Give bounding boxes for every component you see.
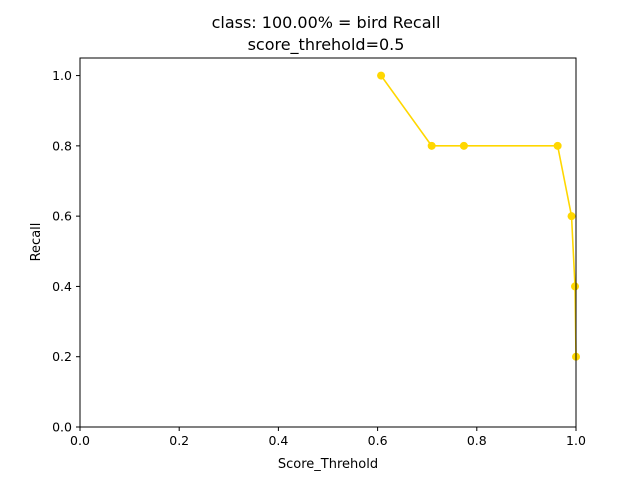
- x-tick-label: 0.4: [268, 433, 288, 448]
- y-tick-label: 0.0: [52, 420, 72, 435]
- x-tick-label: 1.0: [566, 433, 586, 448]
- x-tick-label: 0.2: [169, 433, 189, 448]
- y-tick-label: 0.2: [52, 349, 72, 364]
- x-tick-label: 0.0: [70, 433, 90, 448]
- y-axis-label: Recall: [29, 223, 44, 262]
- data-point: [571, 282, 580, 291]
- plot-frame: [79, 57, 577, 428]
- data-point: [377, 71, 386, 80]
- data-point: [459, 141, 468, 150]
- data-point: [567, 212, 576, 221]
- plot-area: 0.0 0.2 0.4 0.6 0.8 1.0 0.0 0.2 0.4 0.6 0.8 1.0: [52, 57, 586, 448]
- chart-subtitle: score_threhold=0.5: [248, 35, 405, 55]
- y-tick-label: 0.6: [52, 209, 72, 224]
- x-tick-label: 0.6: [368, 433, 388, 448]
- y-tick-label: 1.0: [52, 68, 72, 83]
- data-point: [553, 141, 562, 150]
- x-axis-label: Score_Threhold: [278, 457, 378, 472]
- data-point: [427, 141, 436, 150]
- y-tick-label: 0.8: [52, 138, 72, 153]
- chart-title: class: 100.00% = bird Recall: [212, 13, 441, 32]
- y-tick-label: 0.4: [52, 279, 72, 294]
- x-tick-label: 0.8: [467, 433, 487, 448]
- series-line: [380, 75, 577, 357]
